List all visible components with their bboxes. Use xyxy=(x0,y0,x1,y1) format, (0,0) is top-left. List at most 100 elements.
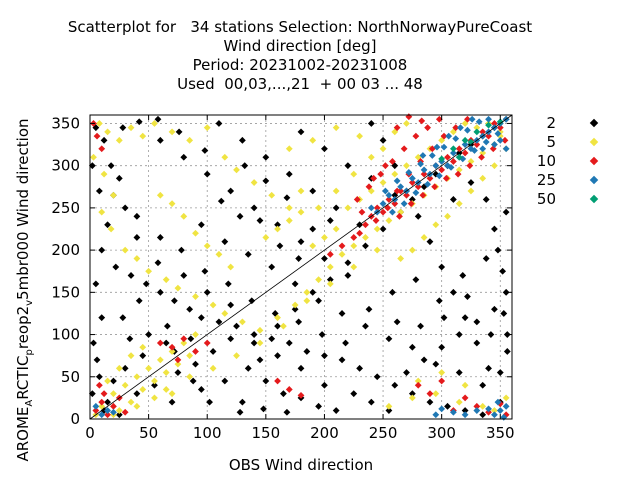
data-point-count-5 xyxy=(121,381,129,389)
y-axis-label-sub-1: A xyxy=(24,399,35,407)
data-point-count-25 xyxy=(496,407,504,414)
data-point-count-10 xyxy=(372,217,380,224)
data-point-count-2 xyxy=(342,339,349,347)
legend-label-50: 50 xyxy=(536,190,556,208)
data-point-count-5 xyxy=(315,276,322,284)
data-point-count-10 xyxy=(489,145,497,153)
data-point-count-5 xyxy=(156,191,164,199)
data-point-count-10 xyxy=(391,200,399,208)
data-point-count-10 xyxy=(431,183,439,191)
data-point-count-5 xyxy=(233,352,240,360)
y-tick-label: 300 xyxy=(51,157,80,175)
x-tick-label: 200 xyxy=(310,424,339,442)
data-point-count-5 xyxy=(186,352,194,360)
data-point-count-2 xyxy=(464,293,471,300)
data-point-count-25 xyxy=(385,191,393,199)
data-point-count-10 xyxy=(449,158,457,165)
data-point-count-25 xyxy=(482,138,490,146)
data-point-count-10 xyxy=(156,339,164,347)
data-point-count-2 xyxy=(126,335,134,343)
reference-line-layer xyxy=(89,114,513,420)
data-point-count-25 xyxy=(432,162,440,170)
data-point-count-10 xyxy=(426,174,434,182)
data-point-count-2 xyxy=(127,272,135,279)
data-point-count-10 xyxy=(438,166,446,174)
data-point-count-2 xyxy=(499,267,507,275)
data-point-count-2 xyxy=(385,407,393,414)
data-point-count-5 xyxy=(104,128,111,136)
data-point-count-25 xyxy=(397,183,405,191)
data-point-count-2 xyxy=(192,360,199,368)
y-axis-label-part-3: reop2 xyxy=(14,305,32,350)
data-point-count-50 xyxy=(455,153,463,161)
data-point-count-2 xyxy=(432,360,440,368)
data-point-count-25 xyxy=(382,187,389,195)
data-point-count-25 xyxy=(444,162,451,170)
data-point-count-10 xyxy=(353,196,361,203)
data-point-count-5 xyxy=(110,191,117,199)
data-point-count-2 xyxy=(180,153,188,161)
data-point-count-25 xyxy=(491,411,498,419)
data-point-count-2 xyxy=(367,120,375,127)
data-point-count-2 xyxy=(262,377,270,385)
data-point-count-5 xyxy=(491,162,498,170)
data-point-count-2 xyxy=(274,221,281,229)
data-point-count-10 xyxy=(104,411,111,419)
data-point-count-5 xyxy=(455,166,463,174)
data-point-count-2 xyxy=(338,356,346,364)
legend-label-10: 10 xyxy=(536,152,556,170)
data-point-count-5 xyxy=(397,255,405,262)
data-point-count-2 xyxy=(295,255,303,262)
data-point-count-2 xyxy=(385,335,393,343)
data-point-count-25 xyxy=(467,145,475,153)
data-point-count-2 xyxy=(133,390,141,398)
data-point-count-2 xyxy=(217,197,225,205)
data-point-count-2 xyxy=(479,411,487,419)
data-point-count-2 xyxy=(241,162,249,170)
data-point-count-2 xyxy=(156,288,164,296)
data-point-count-2 xyxy=(115,174,123,182)
plot-frame xyxy=(89,114,513,420)
chart-title-line-3: Period: 20231002-20231008 xyxy=(192,56,408,74)
data-point-count-5 xyxy=(467,158,475,165)
data-point-count-5 xyxy=(285,204,293,212)
data-point-count-5 xyxy=(285,145,293,153)
data-point-count-10 xyxy=(121,408,129,416)
data-point-count-10 xyxy=(396,212,403,220)
data-point-count-10 xyxy=(442,174,450,182)
data-point-count-10 xyxy=(407,200,415,208)
data-point-count-2 xyxy=(391,381,399,389)
data-point-count-10 xyxy=(454,170,462,178)
data-point-count-2 xyxy=(162,339,170,347)
data-point-count-2 xyxy=(168,398,176,406)
data-point-count-2 xyxy=(95,373,103,381)
data-point-count-5 xyxy=(192,293,199,300)
data-point-count-2 xyxy=(344,162,352,170)
data-point-count-2 xyxy=(203,288,211,296)
data-point-count-25 xyxy=(491,141,498,148)
data-point-count-50 xyxy=(473,128,481,136)
data-point-count-10 xyxy=(464,115,471,123)
data-point-count-25 xyxy=(445,132,453,140)
data-point-count-2 xyxy=(393,318,401,326)
data-point-count-5 xyxy=(100,170,108,178)
data-point-count-25 xyxy=(438,405,446,413)
data-point-count-25 xyxy=(502,402,510,410)
data-point-count-2 xyxy=(227,335,235,343)
data-point-count-5 xyxy=(156,356,164,364)
data-point-count-2 xyxy=(408,390,416,398)
data-point-count-2 xyxy=(250,331,258,338)
data-point-count-50 xyxy=(461,136,469,144)
data-point-count-25 xyxy=(417,160,424,168)
data-point-count-5 xyxy=(373,225,381,233)
data-point-count-5 xyxy=(262,234,270,241)
data-point-count-10 xyxy=(414,381,422,389)
data-point-count-2 xyxy=(362,242,369,250)
data-point-count-2 xyxy=(274,322,281,330)
data-point-count-10 xyxy=(382,162,389,170)
data-point-count-25 xyxy=(424,180,431,188)
data-point-count-5 xyxy=(367,153,375,161)
chart-title-line-4: Used 00,03,...,21 + 00 03 ... 48 xyxy=(177,75,423,93)
data-point-count-2 xyxy=(356,364,364,372)
data-point-count-25 xyxy=(405,169,413,176)
